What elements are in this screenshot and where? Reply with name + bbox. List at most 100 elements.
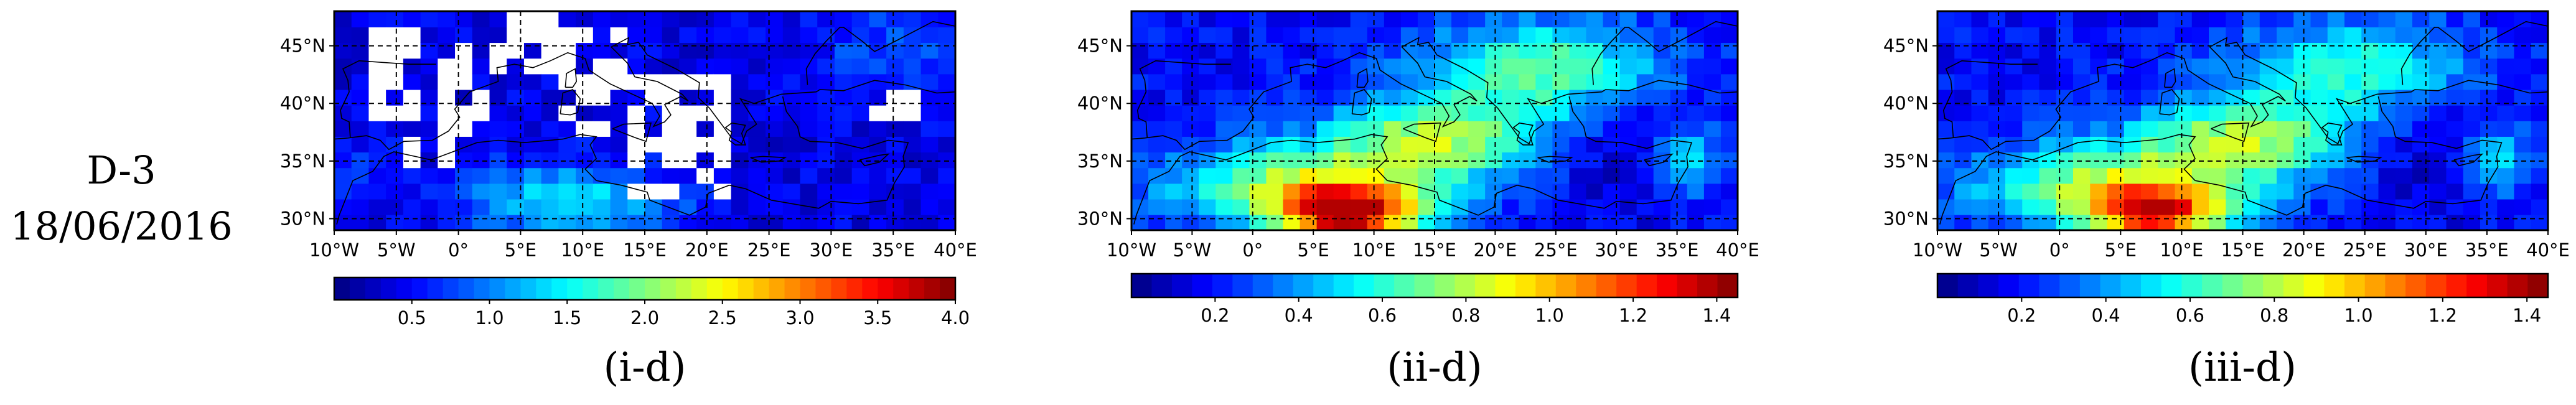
y-tick-label: 35°N — [1077, 151, 1123, 172]
heatmap-cell — [2259, 167, 2277, 184]
heatmap-cell — [1502, 152, 1520, 169]
heatmap-cell — [1283, 42, 1301, 59]
heatmap-cell — [2056, 121, 2074, 137]
heatmap-cell — [351, 105, 370, 121]
coastline — [564, 68, 578, 88]
heatmap-cell — [1535, 11, 1553, 27]
heatmap-cell — [2107, 136, 2125, 153]
heatmap-cell — [2259, 42, 2277, 59]
heatmap-cell — [2429, 58, 2447, 75]
colorbar-segment — [1937, 274, 1959, 297]
heatmap-cell — [1148, 152, 1166, 169]
colorbar-segment — [769, 277, 785, 300]
heatmap-cell — [2327, 73, 2345, 90]
heatmap-cell — [2378, 11, 2396, 27]
heatmap-cell — [2209, 152, 2227, 169]
heatmap-cell — [1586, 136, 1604, 153]
heatmap-cell — [489, 214, 508, 230]
heatmap-cell — [1182, 121, 1200, 137]
heatmap-cell — [1636, 11, 1654, 27]
heatmap-cell — [2124, 214, 2142, 230]
heatmap-cell — [420, 105, 439, 121]
heatmap-cell — [2293, 214, 2311, 230]
heatmap-cell — [541, 27, 560, 44]
heatmap-cell — [2463, 27, 2481, 44]
heatmap-cell — [886, 136, 904, 153]
x-tick-label: 25°E — [1534, 240, 1578, 261]
heatmap-cell — [1653, 27, 1671, 44]
heatmap-cell — [2191, 11, 2209, 27]
heatmap-cell — [2022, 183, 2040, 200]
heatmap-cell — [1316, 42, 1334, 59]
heatmap-cell — [2259, 136, 2277, 153]
heatmap-cell — [1687, 58, 1705, 75]
heatmap-cell — [1687, 183, 1705, 200]
heatmap-cell — [2107, 58, 2125, 75]
heatmap-cell — [2191, 105, 2209, 121]
colorbar-segment — [660, 277, 677, 300]
heatmap-cell — [1300, 167, 1318, 184]
heatmap-cell — [2107, 73, 2125, 90]
heatmap-cell — [1653, 11, 1671, 27]
heatmap-cell — [2480, 27, 2498, 44]
heatmap-cell — [1451, 27, 1469, 44]
heatmap-cell — [2310, 27, 2328, 44]
heatmap-cell — [2514, 121, 2532, 137]
heatmap-cell — [1232, 121, 1250, 137]
heatmap-cell — [472, 136, 490, 153]
heatmap-cell — [368, 198, 386, 215]
heatmap-cell — [766, 214, 784, 230]
heatmap-cell — [1971, 11, 1989, 27]
heatmap-cell — [1400, 136, 1418, 153]
heatmap-cell — [662, 27, 680, 44]
heatmap-cell — [1367, 183, 1385, 200]
heatmap-cell — [2259, 27, 2277, 44]
heatmap-cell — [1971, 58, 1989, 75]
heatmap-cell — [2090, 152, 2108, 169]
heatmap-cell — [800, 121, 818, 137]
heatmap-cell — [1670, 121, 1688, 137]
heatmap-cell — [713, 27, 732, 44]
heatmap-cell — [2158, 121, 2176, 137]
heatmap-cell — [2277, 214, 2295, 230]
heatmap-cell — [1148, 42, 1166, 59]
heatmap-cell — [2344, 42, 2363, 59]
heatmap-cell — [869, 136, 887, 153]
heatmap-cell — [713, 58, 732, 75]
heatmap-cell — [817, 136, 835, 153]
heatmap-cell — [1687, 42, 1705, 59]
colorbar-segment — [474, 277, 490, 300]
heatmap-cell — [2446, 183, 2464, 200]
heatmap-cell — [1535, 27, 1553, 44]
heatmap-cell — [713, 198, 732, 215]
heatmap-cell — [1720, 105, 1738, 121]
heatmap-cell — [920, 11, 939, 27]
heatmap-cell — [1670, 214, 1688, 230]
heatmap-cell — [558, 58, 576, 75]
heatmap-cell — [1636, 183, 1654, 200]
coastline — [560, 89, 581, 116]
heatmap-cell — [523, 214, 542, 230]
heatmap-cell — [2191, 198, 2209, 215]
heatmap-cell — [1249, 167, 1267, 184]
heatmap-cell — [403, 105, 421, 121]
heatmap-cell — [1350, 183, 1368, 200]
heatmap-cell — [748, 58, 766, 75]
heatmap-cell — [592, 42, 611, 59]
heatmap-cell — [1468, 214, 1486, 230]
heatmap-cell — [1232, 42, 1250, 59]
heatmap-cell — [1232, 11, 1250, 27]
heatmap-cell — [2429, 183, 2447, 200]
heatmap-cell — [2497, 214, 2515, 230]
heatmap-cell — [1199, 27, 1217, 44]
heatmap-cell — [472, 11, 490, 27]
heatmap-cell — [2344, 58, 2363, 75]
heatmap-cell — [2480, 183, 2498, 200]
heatmap-cell — [1619, 167, 1637, 184]
heatmap-cell — [2514, 58, 2532, 75]
heatmap-cell — [2344, 121, 2363, 137]
heatmap-cell — [403, 136, 421, 153]
heatmap-cell — [1552, 183, 1570, 200]
heatmap-cell — [2497, 105, 2515, 121]
colorbar-segment — [1596, 274, 1617, 297]
